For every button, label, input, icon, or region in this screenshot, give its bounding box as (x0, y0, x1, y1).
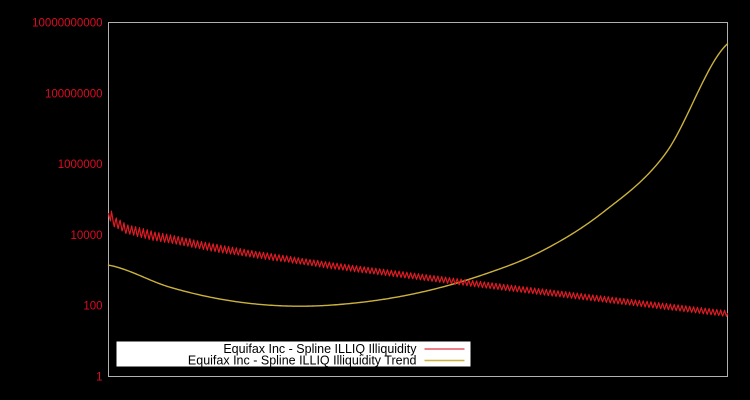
y-tick-label: 10000000000 (32, 18, 102, 30)
legend-background (116, 341, 471, 367)
legend-label: Equifax Inc - Spline ILLIQ Illiquidity T… (188, 354, 417, 368)
y-tick-label: 1 (96, 372, 102, 384)
y-tick-label: 100 (83, 301, 102, 313)
plot-border (108, 22, 728, 377)
y-tick-label: 10000 (71, 230, 103, 242)
legend-label: Equifax Inc - Spline ILLIQ Illiquidity (223, 342, 417, 356)
trend-line (107, 43, 729, 307)
y-axis-tick-labels: 10000000000 100000000 1000000 10000 100 1 (32, 18, 102, 384)
plot-axes-frame (108, 22, 728, 377)
y-tick-label: 100000000 (45, 88, 103, 100)
chart-legend[interactable]: Equifax Inc - Spline ILLIQ IlliquidityEq… (116, 341, 471, 368)
illiquidity-line (107, 210, 729, 317)
y-tick-label: 1000000 (58, 159, 103, 171)
series-layer (107, 43, 729, 317)
